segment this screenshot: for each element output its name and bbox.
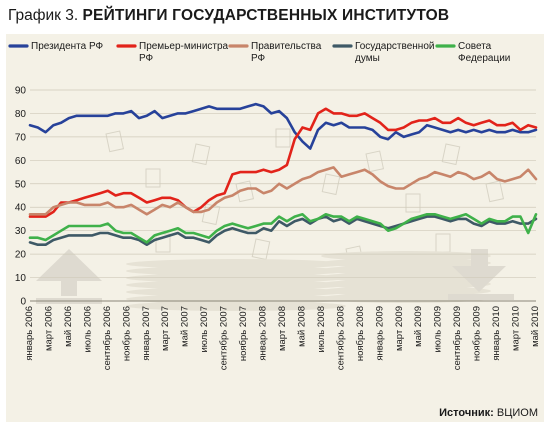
decor-stack-icon xyxy=(321,279,491,289)
x-tick-label: январь 2007 xyxy=(141,306,152,361)
legend: Президента РФ Премьер-министра РФ Правитель… xyxy=(8,41,510,64)
y-axis: 0 10 20 30 40 50 60 70 80 90 xyxy=(15,86,27,308)
x-tick-label: май 2006 xyxy=(63,306,74,347)
x-tick-label: июль 2006 xyxy=(82,306,93,353)
decor-stack-icon xyxy=(321,258,491,268)
x-tick-label: май 2010 xyxy=(530,306,541,347)
decor-stack-icon xyxy=(321,265,491,275)
series-line xyxy=(28,215,538,246)
y-tick-label: 10 xyxy=(15,273,27,284)
y-tick-label: 0 xyxy=(20,297,26,308)
decor-stack-icon xyxy=(126,259,346,269)
x-tick-label: январь 2009 xyxy=(374,306,385,361)
series-line xyxy=(28,107,538,218)
x-axis: январь 2006 март 2006 май 2006 июль 2006 сен… xyxy=(24,306,541,370)
x-tick-label: май 2009 xyxy=(413,306,424,347)
decor-document-icon xyxy=(275,128,291,148)
legend-label: Государственной думы xyxy=(355,41,434,64)
chart-panel: Президента РФ Премьер-министра РФ Правитель… xyxy=(6,34,544,422)
x-tick-label: ноябрь 2007 xyxy=(238,306,249,361)
x-tick-label: ноябрь 2006 xyxy=(121,306,132,361)
x-tick-label: июль 2009 xyxy=(433,306,444,353)
y-tick-label: 90 xyxy=(15,86,27,97)
chart-title-text: РЕЙТИНГИ ГОСУДАРСТВЕННЫХ ИНСТИТУТОВ xyxy=(82,7,450,24)
decor-document-icon xyxy=(191,143,211,166)
y-tick-label: 70 xyxy=(15,132,27,143)
x-tick-label: сентябрь 2006 xyxy=(102,306,113,370)
decor-document-icon xyxy=(485,180,505,203)
decor-document-icon xyxy=(405,193,421,213)
series-line xyxy=(28,213,538,244)
x-tick-label: март 2010 xyxy=(511,306,522,351)
decor-document-icon xyxy=(435,233,451,253)
x-tick-label: сентябрь 2008 xyxy=(335,306,346,370)
decor-document-icon xyxy=(251,238,271,261)
x-tick-label: март 2007 xyxy=(160,306,171,351)
series-layer xyxy=(28,102,538,246)
x-tick-label: январь 2008 xyxy=(258,306,269,361)
arrow-down-icon xyxy=(452,249,506,292)
source-value: ВЦИОМ xyxy=(496,407,538,419)
legend-label: Правительства РФ xyxy=(251,41,322,64)
series-line xyxy=(28,166,538,216)
legend-label: Президента РФ xyxy=(31,41,104,52)
y-tick-label: 40 xyxy=(15,203,27,214)
x-tick-label: май 2007 xyxy=(180,306,191,347)
x-tick-label: сентябрь 2007 xyxy=(219,306,230,370)
decor-stack-icon xyxy=(126,280,346,290)
x-tick-label: май 2008 xyxy=(296,306,307,347)
decor-document-icon xyxy=(145,168,161,188)
decor-stack-icon xyxy=(321,286,491,296)
arrow-up-icon xyxy=(36,249,102,296)
x-tick-label: июль 2008 xyxy=(316,306,327,353)
decor-stack-icon xyxy=(126,266,346,276)
decor-document-icon xyxy=(321,173,341,196)
y-tick-label: 80 xyxy=(15,109,27,120)
legend-label: Совета Федерации xyxy=(458,41,510,64)
x-tick-label: ноябрь 2008 xyxy=(355,306,366,361)
legend-label: Премьер-министра РФ xyxy=(139,41,229,64)
grid-lines xyxy=(30,89,536,302)
decor-document-icon xyxy=(105,130,125,153)
x-tick-label: ноябрь 2009 xyxy=(472,306,483,361)
decor-stack-icon xyxy=(126,273,346,283)
line-chart: Президента РФ Премьер-министра РФ Правитель… xyxy=(8,41,541,370)
chart-number: График 3. xyxy=(8,7,79,24)
decor-stack-icon xyxy=(126,301,346,311)
y-tick-label: 30 xyxy=(15,226,27,237)
decor-base-icon xyxy=(448,294,514,300)
x-tick-label: март 2006 xyxy=(43,306,54,351)
x-tick-label: январь 2010 xyxy=(491,306,502,361)
series-line xyxy=(28,102,538,150)
y-tick-label: 60 xyxy=(15,156,27,167)
decor-stack-icon xyxy=(321,272,491,282)
decor-document-icon xyxy=(441,143,461,166)
decor-stack-icon xyxy=(126,287,346,297)
y-tick-label: 50 xyxy=(15,179,27,190)
decor-document-icon xyxy=(365,150,385,173)
decor-stack-icon xyxy=(321,251,491,261)
y-tick-label: 20 xyxy=(15,250,27,261)
source-note: Источник: ВЦИОМ xyxy=(439,407,538,419)
x-tick-label: март 2008 xyxy=(277,306,288,351)
x-tick-label: март 2009 xyxy=(394,306,405,351)
x-tick-label: сентябрь 2009 xyxy=(452,306,463,370)
chart-title: График 3. РЕЙТИНГИ ГОСУДАРСТВЕННЫХ ИНСТИ… xyxy=(8,7,449,25)
x-tick-label: июль 2007 xyxy=(199,306,210,353)
source-label: Источник: xyxy=(439,407,494,419)
x-tick-label: январь 2006 xyxy=(24,306,35,361)
